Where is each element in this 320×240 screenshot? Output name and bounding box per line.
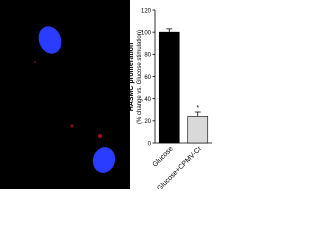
x-tick-label: Glucose: [152, 145, 175, 168]
red-signal: [70, 124, 74, 128]
y-tick-label: 0: [148, 141, 152, 147]
nucleus: [92, 147, 116, 173]
y-axis-title: HASMC proliferation: [128, 43, 135, 111]
y-tick-label: 60: [144, 75, 151, 81]
page: HASMC proliferation (% change vs. Glucos…: [0, 0, 212, 189]
y-tick-label: 20: [144, 119, 151, 125]
red-signal: [98, 134, 102, 138]
y-tick-label: 100: [141, 30, 152, 36]
red-signal: [34, 61, 36, 63]
bar: [187, 116, 209, 144]
y-tick-label: 120: [141, 8, 152, 14]
bar: [158, 31, 180, 144]
y-tick-label: 80: [144, 53, 151, 59]
micrograph: [0, 0, 130, 189]
error-bar: [194, 111, 201, 117]
nucleus: [38, 26, 62, 54]
error-bar: [166, 28, 173, 33]
significance-mark: *: [196, 105, 199, 112]
y-tick-label: 40: [144, 97, 151, 103]
figure: HASMC proliferation (% change vs. Glucos…: [0, 0, 212, 189]
y-axis-subtitle: (% change vs. Glucose stimulation): [137, 30, 143, 124]
